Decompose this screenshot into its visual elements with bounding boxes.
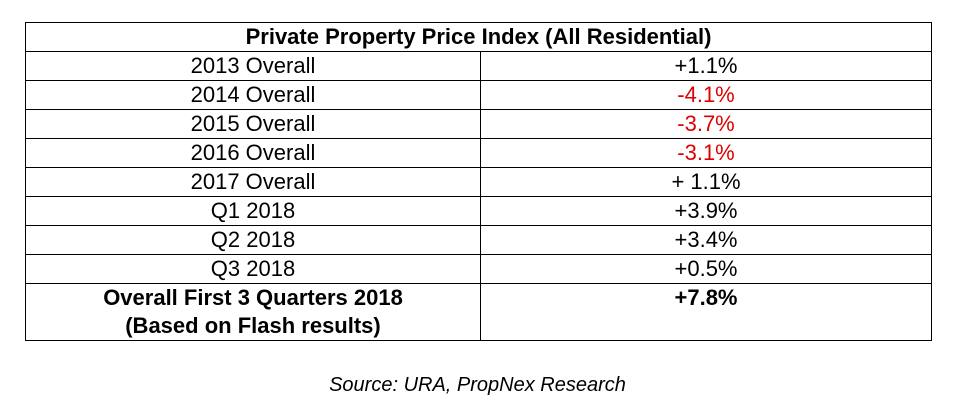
- price-index-table-container: Private Property Price Index (All Reside…: [24, 22, 933, 341]
- row-value-cell: +3.9%: [479, 196, 933, 226]
- row-label-cell: 2013 Overall: [25, 51, 481, 81]
- table-row: Q1 2018 +3.9%: [25, 196, 933, 226]
- row-value-cell: + 1.1%: [479, 167, 933, 197]
- table-row: Q2 2018 +3.4%: [25, 225, 933, 255]
- table-body: 2013 Overall +1.1% 2014 Overall -4.1% 2015 O…: [25, 51, 933, 284]
- table-row: 2017 Overall + 1.1%: [25, 167, 933, 197]
- table-row-total: Overall First 3 Quarters 2018 (Based on …: [25, 283, 933, 341]
- row-label-cell: 2014 Overall: [25, 80, 481, 110]
- total-label-cell: Overall First 3 Quarters 2018 (Based on …: [25, 283, 481, 341]
- row-value-cell: +0.5%: [479, 254, 933, 284]
- table-row: 2015 Overall -3.7%: [25, 109, 933, 139]
- row-label-cell: 2015 Overall: [25, 109, 481, 139]
- table-row: 2013 Overall +1.1%: [25, 51, 933, 81]
- source-caption: Source: URA, PropNex Research: [329, 374, 626, 396]
- row-label-cell: Q1 2018: [25, 196, 481, 226]
- row-value-cell: +1.1%: [479, 51, 933, 81]
- row-value-cell: -3.7%: [479, 109, 933, 139]
- total-label-line1: Overall First 3 Quarters 2018: [103, 285, 403, 310]
- table-title-row: Private Property Price Index (All Reside…: [24, 22, 933, 52]
- table-row: 2016 Overall -3.1%: [25, 138, 933, 168]
- row-value-cell: +3.4%: [479, 225, 933, 255]
- total-label-line2: (Based on Flash results): [125, 313, 381, 338]
- table-row: Q3 2018 +0.5%: [25, 254, 933, 284]
- row-label-cell: 2016 Overall: [25, 138, 481, 168]
- row-label-cell: 2017 Overall: [25, 167, 481, 197]
- total-value-cell: +7.8%: [479, 283, 933, 341]
- table-title: Private Property Price Index (All Reside…: [24, 22, 933, 52]
- table-row: 2014 Overall -4.1%: [25, 80, 933, 110]
- row-label-cell: Q3 2018: [25, 254, 481, 284]
- row-value-cell: -4.1%: [479, 80, 933, 110]
- price-index-table: Private Property Price Index (All Reside…: [24, 22, 933, 341]
- row-label-cell: Q2 2018: [25, 225, 481, 255]
- row-value-cell: -3.1%: [479, 138, 933, 168]
